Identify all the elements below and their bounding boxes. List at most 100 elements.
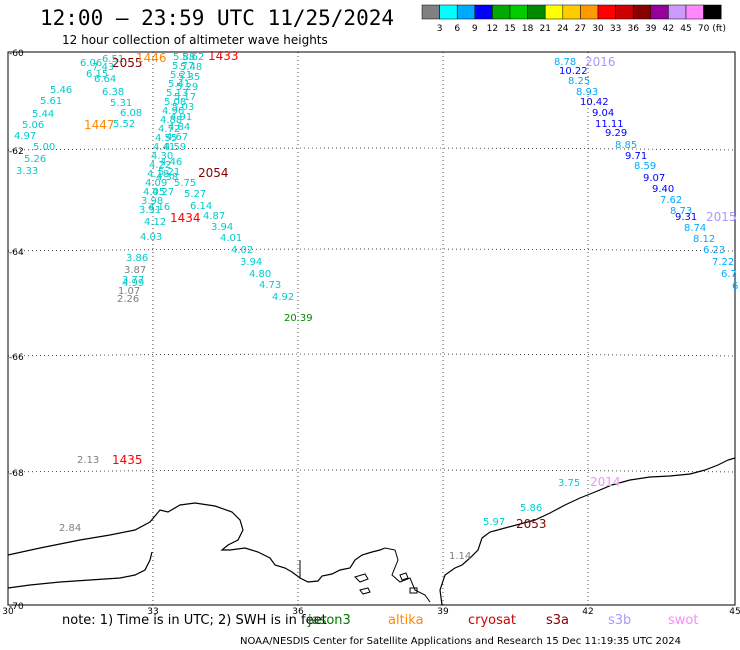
wave-height-value: 5.31 <box>110 98 132 109</box>
wave-height-value: 4.97 <box>14 131 36 142</box>
wave-height-value: 4.01 <box>220 233 242 244</box>
antarctica-coastline <box>7 457 736 606</box>
wave-height-value: 4.80 <box>249 269 271 280</box>
wave-height-value: 5.75 <box>174 178 196 189</box>
wave-height-value: 5.61 <box>40 96 62 107</box>
wave-height-value: 10.42 <box>580 97 609 108</box>
wave-height-value: 6.64 <box>94 74 116 85</box>
wave-height-value: 8.59 <box>634 161 656 172</box>
wave-height-value: 4.73 <box>259 280 281 291</box>
wave-height-value: 7.43 <box>92 62 114 73</box>
pass-time-label: 1435 <box>112 453 143 467</box>
wave-height-value: 4.38 <box>156 172 178 183</box>
wave-height-value: 6.23 <box>703 245 725 256</box>
satellite-name: swot <box>668 613 698 628</box>
wave-height-value: 3.86 <box>126 253 148 264</box>
coastline-west <box>7 502 386 583</box>
scale-label: 24 <box>557 24 569 34</box>
pass-time-label: 1447 <box>84 118 115 132</box>
wave-height-value: 5.44 <box>32 109 54 120</box>
wave-height-value: 4.88 <box>160 115 182 126</box>
wave-height-value: 9.71 <box>625 151 647 162</box>
scale-swatch <box>615 4 634 20</box>
wave-height-value: 5.26 <box>24 154 46 165</box>
scale-label: 42 <box>663 24 674 34</box>
scale-swatch <box>509 4 528 20</box>
lat-label: -64 <box>9 248 24 258</box>
wave-height-value: 5.21 <box>170 70 192 81</box>
pass-time-label: 2055 <box>112 56 143 70</box>
wave-height-value: 6 <box>732 281 738 292</box>
satellite-name: altika <box>388 613 424 628</box>
lat-label: -62 <box>9 147 24 157</box>
wave-height-value: 3.91 <box>139 205 161 216</box>
lat-label: -66 <box>9 353 24 363</box>
wave-height-value: 3.98 <box>141 196 163 207</box>
wave-height-value: 10.22 <box>559 66 588 77</box>
wave-height-value: 9.07 <box>643 173 665 184</box>
lon-label: 39 <box>437 607 449 617</box>
scale-label: 27 <box>575 24 586 34</box>
graticule <box>7 52 736 605</box>
wave-height-value: 8.25 <box>568 76 590 87</box>
wave-height-value: 5.21 <box>158 167 180 178</box>
wave-height-value: 8.85 <box>615 140 637 151</box>
wave-height-value: 6.51 <box>102 54 124 65</box>
wave-height-value: 4.87 <box>203 211 225 222</box>
wave-height-value: 4.59 <box>164 142 186 153</box>
credit-line: NOAA/NESDIS Center for Satellite Applica… <box>240 636 681 647</box>
parallel-line <box>7 248 736 252</box>
wave-height-value: 8.73 <box>670 206 692 217</box>
wave-height-value: 11.11 <box>595 119 624 130</box>
wave-height-value: 5.08 <box>164 97 186 108</box>
satellite-name: s3a <box>546 613 569 628</box>
lat-label: -68 <box>9 469 24 479</box>
scale-swatch <box>562 4 581 20</box>
pass-time-label: 1434 <box>170 211 201 225</box>
wave-height-value: 9.29 <box>605 128 627 139</box>
lat-label: -60 <box>9 49 24 59</box>
wave-height-value: 9.04 <box>592 108 614 119</box>
longitude-labels: 30 33 36 39 42 45 <box>2 607 740 617</box>
wave-height-value: 5.03 <box>172 102 194 113</box>
wave-height-value: 4.72 <box>158 124 180 135</box>
wave-height-value: 5.77 <box>172 61 194 72</box>
scale-swatch <box>456 4 476 20</box>
wave-height-value: 7.62 <box>660 195 682 206</box>
wave-height-value: 3.94 <box>211 222 233 233</box>
lon-label: 36 <box>292 607 304 617</box>
altimeter-tracks: 6.06 6.517.436.156.64 5.46 6.38 5.61 5.31 5.44… <box>14 49 738 562</box>
wave-height-value: 4.41 <box>153 142 175 153</box>
wave-height-value: 4.09 <box>145 178 167 189</box>
wave-height-value: 5.27 <box>184 189 206 200</box>
color-scale-legend: 3 6 9 12 15 18 21 24 27 30 33 36 39 42 45 70 (ft) <box>421 4 726 34</box>
wave-height-value: 5.52 <box>113 119 135 130</box>
wave-height-value: 9.40 <box>652 184 674 195</box>
pass-time-label: 2014 <box>590 475 621 489</box>
scale-swatch <box>421 4 440 20</box>
scale-swatch <box>527 4 546 20</box>
wave-height-value: 5.13 <box>166 88 188 99</box>
scale-label: 15 <box>504 24 515 34</box>
scale-swatch <box>632 4 652 20</box>
scale-label: 39 <box>645 24 657 34</box>
wave-height-value: 3.75 <box>558 478 580 489</box>
wave-height-value: 5.29 <box>176 82 198 93</box>
wave-height-value: 8.12 <box>693 234 715 245</box>
wave-height-value: 4.55 <box>155 133 177 144</box>
pass-time-label: 1446 <box>136 51 167 65</box>
wave-height-value: 4.05 <box>143 187 165 198</box>
island-2 <box>359 587 371 595</box>
coastline-south <box>7 551 153 589</box>
ice-shelf-outline <box>299 547 431 603</box>
wave-height-value: 5.88 <box>173 52 195 63</box>
footer-note: note: 1) Time is in UTC; 2) SWH is in fe… <box>62 613 327 628</box>
wave-height-value: 4.22 <box>149 160 171 171</box>
wave-height-value: 4.18 <box>147 169 169 180</box>
lon-label: 30 <box>2 607 14 617</box>
wave-height-value: 5.86 <box>520 503 542 514</box>
wave-height-value: 8.93 <box>576 87 598 98</box>
pass-time-label: 1433 <box>208 49 239 63</box>
scale-swatch <box>685 4 704 20</box>
lon-label: 33 <box>147 607 158 617</box>
